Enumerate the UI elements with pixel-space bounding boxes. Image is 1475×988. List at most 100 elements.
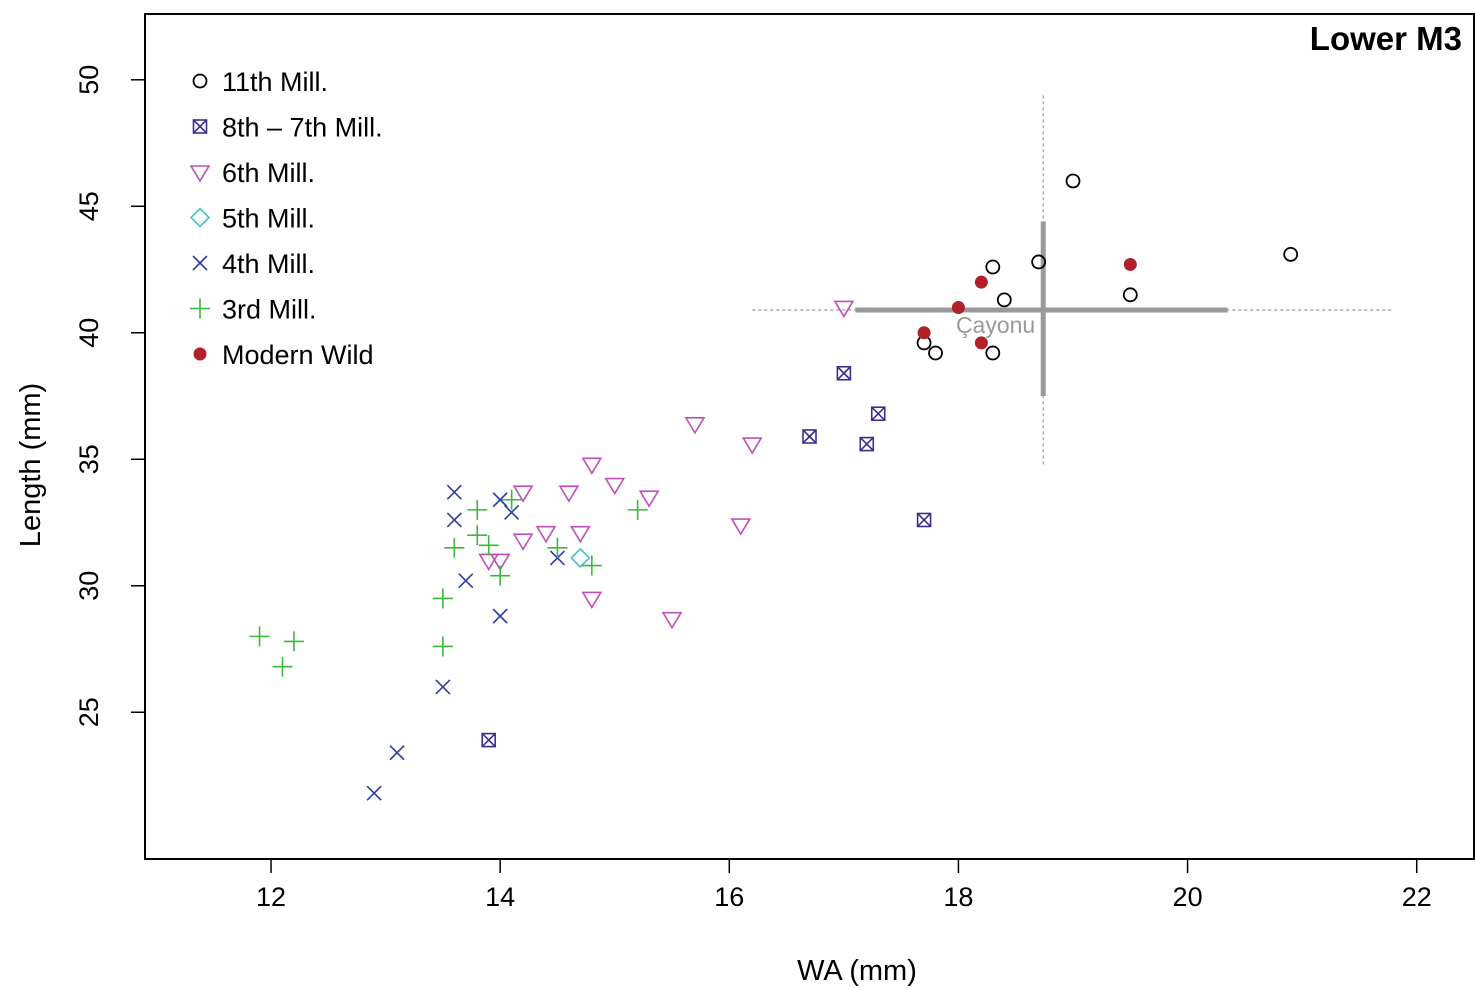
data-point bbox=[492, 492, 508, 508]
marker-shape bbox=[802, 429, 817, 444]
data-point bbox=[833, 300, 855, 319]
data-point bbox=[478, 535, 499, 556]
data-point bbox=[917, 326, 931, 340]
marker-shape bbox=[193, 347, 207, 361]
data-point bbox=[1031, 254, 1047, 270]
data-point bbox=[547, 537, 568, 558]
data-point bbox=[996, 292, 1012, 308]
marker-shape bbox=[535, 525, 557, 544]
y-tick-label: 35 bbox=[74, 444, 104, 474]
marker-stroke bbox=[859, 437, 874, 452]
marker-shape bbox=[951, 300, 965, 314]
data-point bbox=[435, 679, 451, 695]
data-point bbox=[490, 565, 511, 586]
data-point bbox=[951, 300, 965, 314]
x-tick-label: 20 bbox=[1173, 882, 1203, 912]
data-point bbox=[1122, 287, 1138, 303]
x-tick-label: 14 bbox=[485, 882, 515, 912]
data-point bbox=[985, 259, 1001, 275]
data-point bbox=[730, 518, 752, 536]
marker-shape bbox=[917, 326, 931, 340]
legend-marker bbox=[193, 347, 207, 361]
marker-shape bbox=[189, 165, 211, 183]
marker-shape bbox=[192, 73, 208, 89]
marker-shape bbox=[1065, 173, 1081, 189]
marker-shape bbox=[730, 518, 752, 536]
marker-shape bbox=[512, 533, 534, 551]
data-point bbox=[249, 626, 270, 647]
data-point bbox=[501, 489, 522, 510]
marker-stroke bbox=[192, 255, 208, 271]
x-tick-label: 16 bbox=[714, 882, 744, 912]
data-point bbox=[684, 417, 706, 435]
data-point bbox=[638, 490, 660, 508]
y-axis-title: Length (mm) bbox=[15, 383, 47, 547]
marker-shape bbox=[192, 119, 208, 134]
axes: 12 14 16 18 20 22 25 30 35 40 45 50 bbox=[74, 65, 1432, 912]
legend-marker bbox=[192, 255, 208, 271]
data-point bbox=[627, 499, 648, 520]
reference-label: Çayonu bbox=[956, 312, 1035, 338]
marker-shape bbox=[836, 365, 852, 381]
data-point bbox=[446, 484, 462, 500]
data-point bbox=[1123, 257, 1137, 271]
data-point bbox=[446, 512, 462, 528]
legend-marker bbox=[190, 298, 210, 319]
marker-shape bbox=[870, 406, 886, 422]
legend-label: 4th Mill. bbox=[222, 249, 315, 279]
data-point bbox=[432, 636, 453, 657]
marker-shape bbox=[489, 553, 511, 572]
marker-stroke bbox=[871, 406, 886, 421]
data-point bbox=[581, 555, 602, 576]
marker-shape bbox=[661, 611, 683, 630]
data-point bbox=[389, 745, 405, 761]
marker-shape bbox=[189, 207, 211, 228]
marker-shape bbox=[1123, 257, 1137, 271]
marker-shape bbox=[833, 300, 855, 319]
marker-shape bbox=[916, 512, 932, 528]
y-tick-label: 45 bbox=[74, 191, 104, 221]
chart-title: Lower M3 bbox=[1310, 20, 1462, 57]
marker-shape bbox=[604, 477, 626, 496]
data-point bbox=[481, 732, 497, 748]
data-point bbox=[974, 275, 988, 289]
marker-shape bbox=[1122, 287, 1138, 303]
data-point bbox=[492, 608, 508, 624]
data-point bbox=[467, 525, 488, 546]
data-point bbox=[504, 504, 520, 520]
y-tick-label: 25 bbox=[74, 697, 104, 727]
data-point bbox=[870, 406, 886, 422]
data-point bbox=[489, 553, 511, 572]
data-point bbox=[283, 631, 304, 652]
marker-shape bbox=[570, 547, 591, 569]
x-tick-label: 18 bbox=[943, 882, 973, 912]
marker-shape bbox=[1031, 254, 1047, 270]
legend-marker bbox=[192, 73, 208, 89]
data-point bbox=[916, 512, 932, 528]
data-point bbox=[1283, 246, 1299, 262]
legend-marker bbox=[189, 165, 211, 183]
marker-shape bbox=[581, 591, 603, 609]
data-point bbox=[928, 345, 943, 361]
data-point bbox=[661, 611, 683, 630]
marker-stroke bbox=[481, 733, 496, 748]
marker-shape bbox=[974, 336, 988, 350]
marker-shape bbox=[684, 417, 706, 435]
data-point bbox=[604, 477, 626, 496]
marker-shape bbox=[859, 436, 875, 452]
marker-stroke bbox=[836, 366, 851, 381]
legend-marker bbox=[192, 119, 208, 134]
marker-stroke bbox=[492, 608, 508, 624]
legend-label: 11th Mill. bbox=[222, 67, 328, 97]
marker-stroke bbox=[549, 550, 566, 566]
data-point bbox=[558, 485, 580, 503]
data-point bbox=[444, 537, 465, 558]
marker-shape bbox=[558, 485, 580, 503]
legend-label: 5th Mill. bbox=[222, 204, 315, 234]
data-point bbox=[859, 436, 875, 452]
marker-shape bbox=[512, 485, 534, 503]
marker-stroke bbox=[446, 484, 462, 500]
marker-stroke bbox=[389, 745, 405, 761]
marker-shape bbox=[974, 275, 988, 289]
marker-shape bbox=[996, 292, 1012, 308]
